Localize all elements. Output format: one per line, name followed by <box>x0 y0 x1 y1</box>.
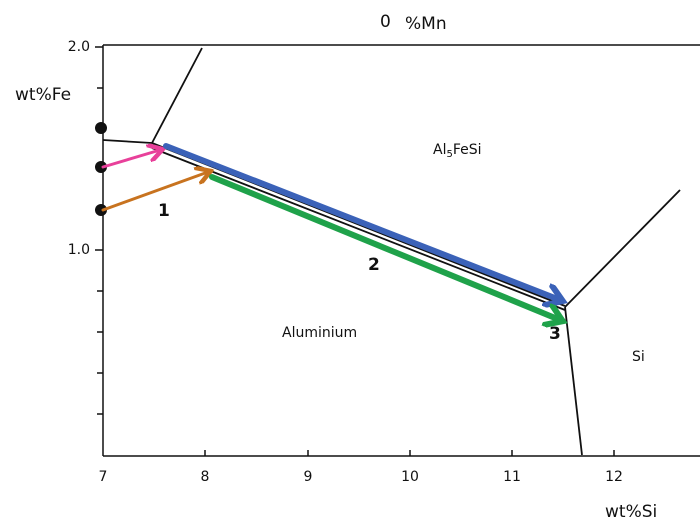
x-tick-label: 7 <box>99 469 108 485</box>
region-label: Si <box>632 349 645 365</box>
x-label: wt%Si <box>605 502 657 522</box>
y-tick-label: 2.0 <box>68 39 90 55</box>
region-label: Aluminium <box>282 325 357 341</box>
step-label: 1 <box>158 201 170 221</box>
x-tick-label: 12 <box>605 469 623 485</box>
x-tick-label: 11 <box>503 469 521 485</box>
title: %Mn <box>405 14 447 34</box>
y-tick-label: 1.0 <box>68 242 90 258</box>
arrows <box>103 146 560 320</box>
region-label-main: Al <box>433 142 446 158</box>
region-label: Al5FeSi <box>433 142 482 160</box>
x-tick-label: 8 <box>201 469 210 485</box>
step-label: 3 <box>549 324 561 344</box>
step-label: 2 <box>368 255 380 275</box>
region-label-rest: FeSi <box>453 142 482 158</box>
y-label: wt%Fe <box>15 85 71 105</box>
x-tick-label: 10 <box>401 469 419 485</box>
x-tick-label: 9 <box>304 469 313 485</box>
diagram: 0 %Mn wt%Fe wt%Si 2.0 1.0 7 8 9 10 11 12… <box>0 0 700 524</box>
mn-zero: 0 <box>380 12 391 32</box>
start-points <box>95 122 107 216</box>
